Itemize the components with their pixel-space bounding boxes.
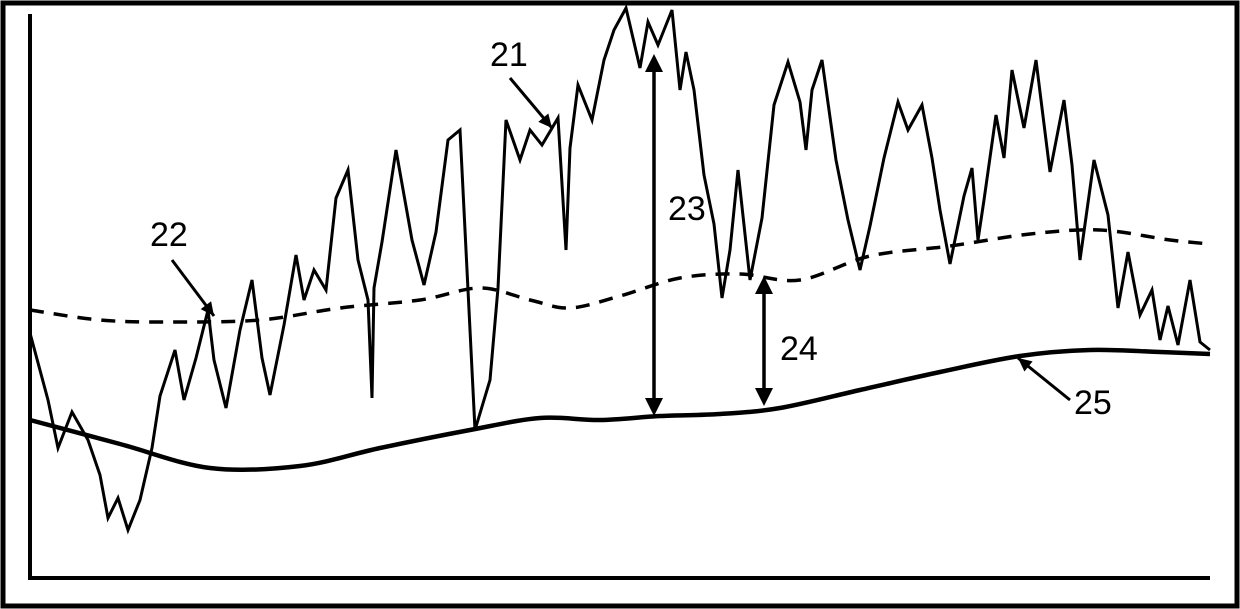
axes [30, 14, 1210, 578]
lower-envelope-curve [30, 350, 1210, 470]
noisy-signal-curve [30, 8, 1210, 530]
callout-25 [1018, 358, 1070, 400]
signal-diagram: 21 22 23 24 25 [0, 0, 1240, 609]
label-23: 23 [668, 190, 706, 228]
label-25: 25 [1074, 384, 1112, 422]
label-21: 21 [490, 36, 528, 74]
callout-21 [510, 78, 552, 128]
callout-22 [172, 260, 214, 316]
dimension-arrow-23 [645, 54, 663, 416]
label-22: 22 [150, 216, 188, 254]
outer-frame [3, 3, 1237, 606]
dimension-arrow-24 [755, 276, 773, 406]
label-24: 24 [780, 330, 818, 368]
